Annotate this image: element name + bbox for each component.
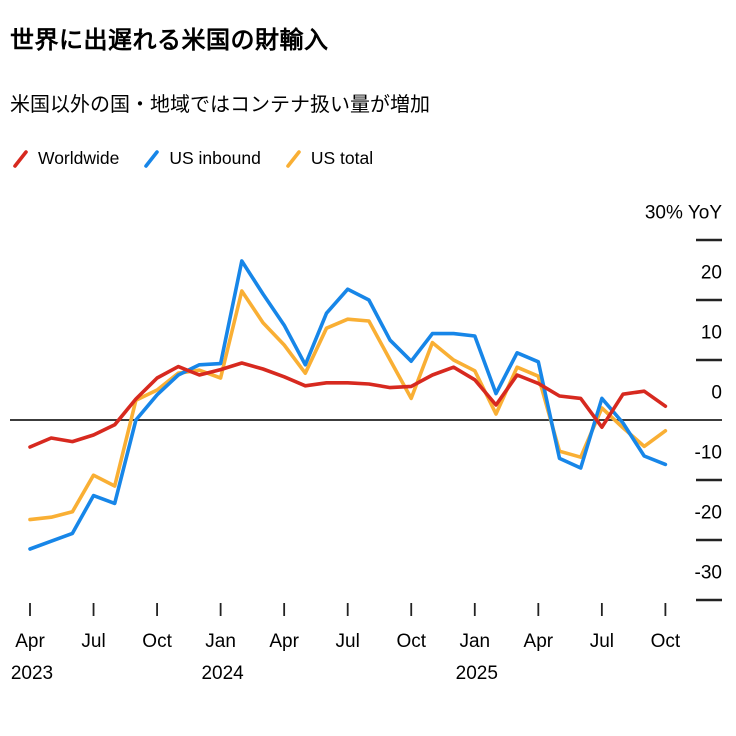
x-axis-year-label: 2025: [456, 663, 498, 684]
series-line-worldwide: [28, 361, 668, 449]
x-axis-month-label: Jul: [590, 631, 614, 652]
legend-label: Worldwide: [38, 148, 120, 168]
y-axis-tick-label: 10: [701, 323, 722, 344]
legend-label: US inbound: [169, 148, 261, 168]
x-axis-month-label: Jul: [81, 631, 105, 652]
y-axis-tick-label: -20: [695, 503, 722, 524]
series-line-us-total: [28, 289, 668, 522]
us-inbound-line-swatch-icon: [144, 149, 160, 168]
x-axis-year-label: 2024: [201, 663, 244, 684]
chart-legend: Worldwide US inbound US total: [12, 148, 373, 169]
x-axis-month-label: Oct: [142, 631, 172, 652]
x-axis-month-label: Jul: [336, 631, 360, 652]
y-axis-tick-label: -10: [695, 443, 722, 464]
x-axis-month-label: Jan: [205, 631, 236, 652]
legend-item-worldwide: Worldwide: [12, 148, 119, 169]
x-axis-month-label: Apr: [15, 631, 45, 652]
x-axis-month-label: Apr: [269, 631, 299, 652]
x-axis-month-label: Oct: [651, 631, 681, 652]
x-axis-month-label: Jan: [459, 631, 490, 652]
x-axis-month-label: Apr: [524, 631, 554, 652]
y-axis-tick-label: 0: [711, 383, 722, 404]
worldwide-line-swatch-icon: [13, 149, 28, 168]
y-axis-tick-label: 30% YoY: [645, 203, 722, 224]
x-axis-year-label: 2023: [11, 663, 53, 684]
series-line-us-inbound: [28, 259, 668, 551]
page-subtitle: 米国以外の国・地域ではコンテナ扱い量が増加: [10, 94, 430, 116]
us-total-line-swatch-icon: [286, 149, 301, 168]
y-axis-tick-label: -30: [695, 563, 722, 584]
y-axis-tick-label: 20: [701, 263, 722, 284]
legend-item-us-total: US total: [285, 148, 373, 169]
legend-item-us-inbound: US inbound: [143, 148, 261, 169]
page-title: 世界に出遅れる米国の財輸入: [10, 27, 329, 54]
x-axis-month-label: Oct: [396, 631, 426, 652]
legend-label: US total: [310, 148, 374, 168]
